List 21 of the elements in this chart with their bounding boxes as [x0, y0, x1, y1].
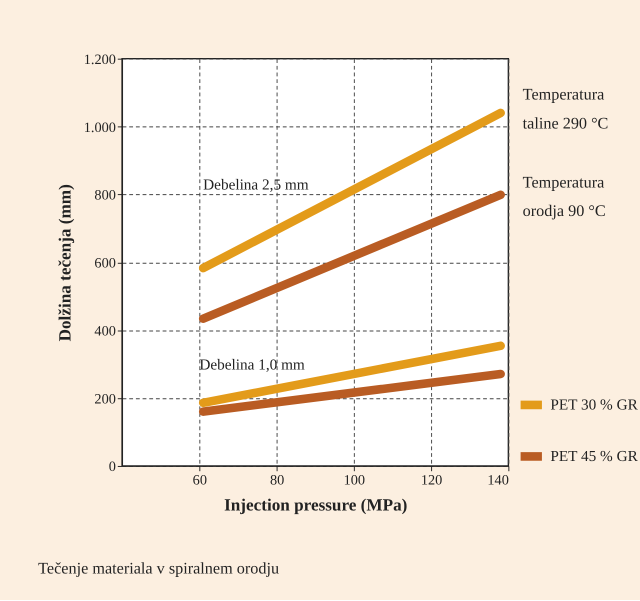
annotation: Debelina 1,0 mm: [199, 356, 305, 374]
y-tick-label: 400: [94, 323, 116, 340]
x-tick-label: 60: [192, 472, 207, 489]
y-tick-label: 1.200: [84, 52, 116, 68]
y-tick-label: 200: [94, 391, 116, 408]
y-tick-label: 1.000: [84, 120, 116, 136]
legend-label: PET 30 % GR: [550, 396, 639, 414]
text: Tečenje materiala v spiralnem orodju: [38, 560, 280, 578]
text: Temperatura taline 290 °C: [522, 86, 608, 132]
x-tick-label: 80: [270, 472, 284, 489]
y-axis-title: Dolžina tečenja (mm): [55, 184, 74, 342]
text: Temperatura orodja 90 °C: [522, 173, 606, 220]
y-tick-label: 0: [108, 459, 116, 476]
x-tick-label: 140: [487, 472, 509, 489]
annotation: Debelina 2,5 mm: [203, 176, 309, 194]
x-tick-label: 100: [344, 472, 366, 489]
y-tick-label: 600: [94, 256, 116, 272]
x-tick-label: 120: [420, 472, 442, 489]
legend-label: PET 45 % GR: [550, 448, 639, 466]
x-axis-title: Injection pressure (MPa): [224, 495, 408, 514]
y-tick-label: 800: [94, 188, 116, 204]
